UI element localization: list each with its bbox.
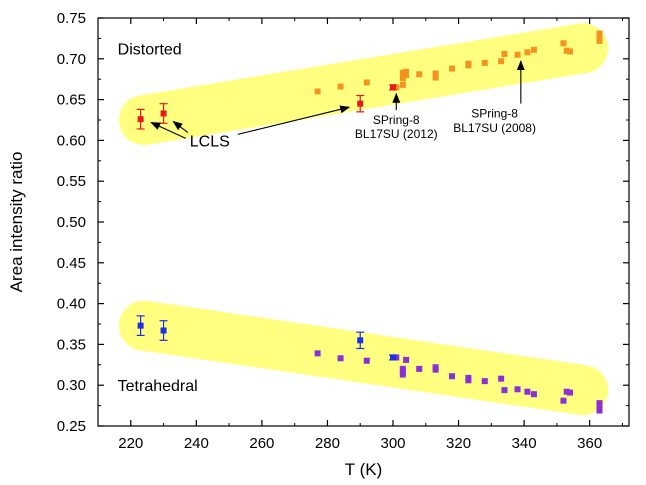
data-point <box>530 46 537 53</box>
data-point <box>514 386 521 393</box>
data-point <box>399 371 406 378</box>
data-point <box>403 356 410 363</box>
y-tick-label: 0.35 <box>57 336 86 353</box>
lcls-arrow <box>150 122 187 139</box>
data-point <box>337 83 344 90</box>
data-point <box>596 30 603 37</box>
data-point <box>465 377 472 384</box>
y-tick-label: 0.45 <box>57 255 86 272</box>
y-tick-label: 0.65 <box>57 92 86 109</box>
data-point <box>514 51 521 58</box>
x-tick-label: 360 <box>577 435 602 452</box>
data-point <box>449 373 455 380</box>
spring8-2012-label-line2: BL17SU (2012) <box>355 127 438 141</box>
data-point <box>160 327 167 334</box>
y-tick-label: 0.55 <box>57 173 86 190</box>
data-point <box>390 354 396 361</box>
data-point <box>357 337 364 344</box>
data-point <box>432 70 439 77</box>
data-point <box>560 40 567 47</box>
y-axis-title: Area intensity ratio <box>7 152 26 293</box>
data-point <box>393 354 400 361</box>
data-point <box>399 365 406 372</box>
data-point <box>432 366 439 373</box>
y-tick-label: 0.40 <box>57 296 86 313</box>
spring8-2012-label-line1: SPring-8 <box>373 113 420 127</box>
data-point <box>498 375 505 382</box>
data-point <box>481 378 488 385</box>
data-point <box>363 79 370 86</box>
data-point <box>137 116 144 123</box>
data-point <box>416 71 423 78</box>
data-point <box>337 355 344 362</box>
y-tick-label: 0.25 <box>57 418 86 435</box>
data-point <box>399 81 406 88</box>
spring8-2008-label-line2: BL17SU (2008) <box>453 121 536 135</box>
highlight-band-distorted <box>118 23 609 145</box>
data-point <box>560 397 567 404</box>
y-tick-label: 0.50 <box>57 214 86 231</box>
x-tick-label: 320 <box>446 435 471 452</box>
x-tick-labels: 220 240 260 280 300 320 340 360 <box>118 435 602 452</box>
data-point <box>160 110 167 117</box>
data-point <box>563 47 570 54</box>
data-point <box>596 404 603 411</box>
x-tick-label: 240 <box>184 435 209 452</box>
x-tick-label: 260 <box>249 435 274 452</box>
y-tick-label: 0.30 <box>57 377 86 394</box>
data-point <box>357 100 364 107</box>
data-point <box>501 387 508 394</box>
distorted-label: Distorted <box>118 42 182 59</box>
annotations: Distorted Tetrahedral LCLS SPring-8 BL17… <box>118 42 536 395</box>
highlight-band-tetrahedral <box>118 300 609 416</box>
data-point <box>596 400 603 407</box>
x-tick-label: 340 <box>512 435 537 452</box>
data-point <box>432 74 439 81</box>
data-point <box>314 88 321 95</box>
data-point <box>449 65 455 72</box>
data-point <box>314 350 321 357</box>
lcls-label: LCLS <box>190 133 230 150</box>
y-tick-label: 0.60 <box>57 132 86 149</box>
lcls-arrow <box>172 120 189 133</box>
data-point <box>567 389 573 396</box>
tetrahedral-label: Tetrahedral <box>118 378 198 395</box>
axis-ticks <box>97 17 629 427</box>
y-tick-labels: 0.25 0.30 0.35 0.40 0.45 0.50 0.55 0.60 0.65 0.70… <box>57 10 86 435</box>
data-point <box>596 407 603 414</box>
data-point <box>403 68 410 75</box>
data-point <box>524 49 531 56</box>
data-point <box>399 69 406 76</box>
data-point <box>530 391 537 398</box>
data-point <box>465 60 472 67</box>
data-point <box>563 388 570 395</box>
data-point <box>393 84 400 91</box>
data-point <box>403 72 410 79</box>
lcls-arrow <box>237 105 351 135</box>
x-tick-label: 300 <box>380 435 405 452</box>
data-point <box>399 75 406 82</box>
data-point <box>416 365 423 372</box>
data-point <box>567 48 573 55</box>
x-tick-label: 220 <box>118 435 143 452</box>
y-tick-label: 0.70 <box>57 51 86 68</box>
x-tick-label: 280 <box>315 435 340 452</box>
data-point <box>390 84 396 91</box>
data-point <box>596 37 603 44</box>
data-point <box>481 59 488 66</box>
data-point <box>596 33 603 40</box>
data-point <box>498 58 505 65</box>
data-points <box>136 30 603 414</box>
x-axis-title: T (K) <box>345 460 382 479</box>
annotation-arrows <box>150 60 525 139</box>
data-point <box>137 322 144 329</box>
data-point <box>501 50 508 57</box>
spring8-2008-label-line1: SPring-8 <box>471 107 518 121</box>
y-tick-label: 0.75 <box>57 10 86 27</box>
highlight-bands <box>118 23 609 416</box>
data-point <box>363 357 370 364</box>
data-point <box>524 388 531 395</box>
